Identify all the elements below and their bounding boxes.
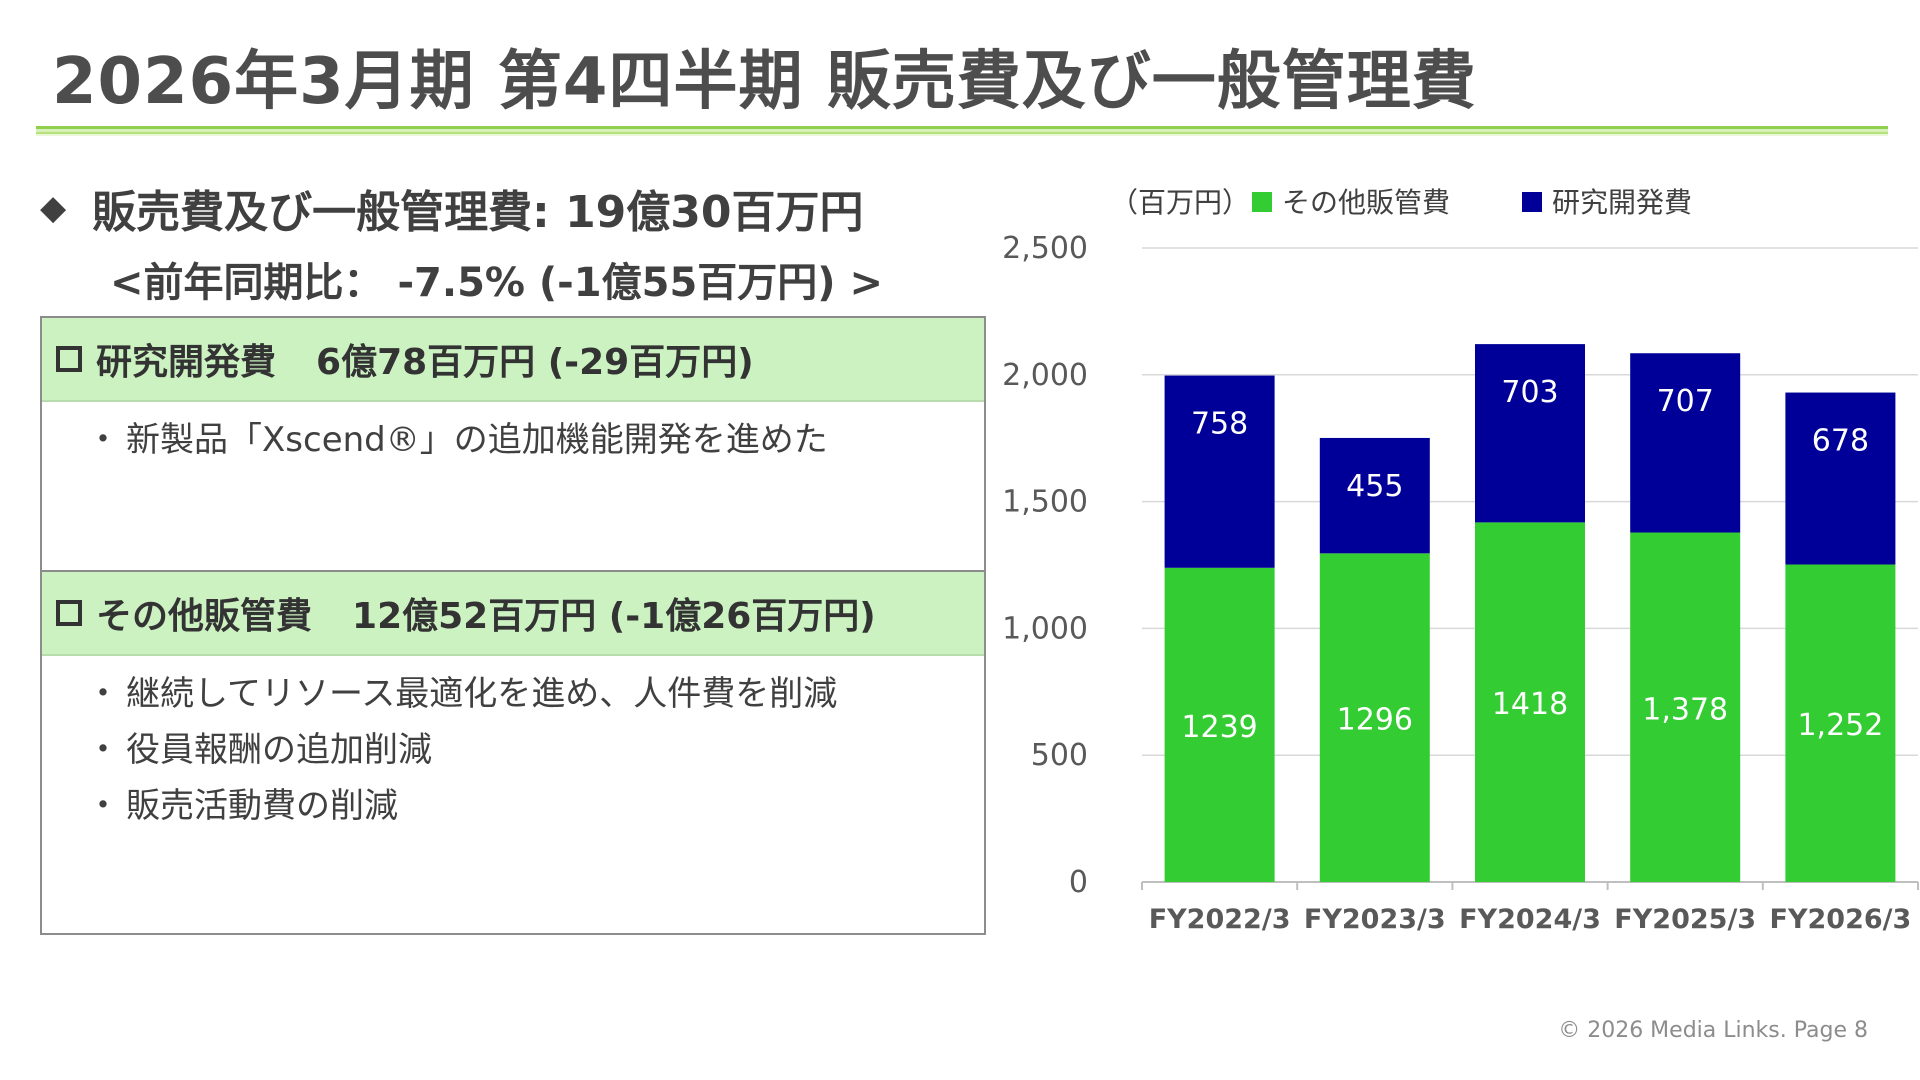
bar-segment bbox=[1475, 344, 1585, 523]
bar-segment bbox=[1164, 375, 1275, 568]
rnd-section-header: 研究開発費 6億78百万円 (-29百万円) bbox=[42, 318, 984, 402]
footer-copyright: © 2026 Media Links. Page 8 bbox=[1558, 1018, 1868, 1043]
bar-segment bbox=[1164, 567, 1275, 882]
data-label: 1,378 bbox=[1642, 692, 1728, 727]
rnd-section-label: 研究開発費 bbox=[96, 342, 277, 383]
data-label: 758 bbox=[1191, 407, 1248, 442]
diamond-icon: ◆ bbox=[40, 188, 67, 228]
bar-segment bbox=[1319, 437, 1430, 554]
unit-label: （百万円） bbox=[1110, 186, 1250, 219]
other-sga-section-header: その他販管費 12億52百万円 (-1億26百万円) bbox=[42, 572, 984, 656]
data-label: 455 bbox=[1346, 469, 1403, 504]
data-label: 1296 bbox=[1337, 703, 1413, 738]
y-tick-label: 0 bbox=[1069, 865, 1088, 900]
bar-segment bbox=[1630, 532, 1741, 882]
page-title: 2026年3月期 第4四半期 販売費及び一般管理費 bbox=[52, 45, 1477, 119]
legend-label: 研究開発費 bbox=[1552, 186, 1692, 219]
data-label: 707 bbox=[1657, 384, 1714, 419]
x-tick-label: FY2024/3 bbox=[1459, 904, 1601, 935]
bar-segment bbox=[1785, 392, 1896, 565]
legend-swatch bbox=[1252, 192, 1272, 212]
y-tick-label: 2,000 bbox=[1002, 358, 1088, 393]
data-label: 703 bbox=[1501, 375, 1558, 410]
square-bullet-icon bbox=[56, 346, 82, 372]
headline-line1: ◆ 販売費及び一般管理費: 19億30百万円 bbox=[40, 176, 990, 240]
x-tick-label: FY2025/3 bbox=[1614, 904, 1756, 935]
square-bullet-icon bbox=[56, 600, 82, 626]
list-item: ・新製品「Xscend®」の追加機能開発を進めた bbox=[86, 420, 828, 460]
other-sga-section-label: その他販管費 bbox=[96, 596, 313, 637]
y-tick-label: 1,000 bbox=[1002, 611, 1088, 646]
list-item: ・販売活動費の削減 bbox=[86, 786, 398, 826]
headline: ◆ 販売費及び一般管理費: 19億30百万円 <前年同期比： -7.5% (-1… bbox=[40, 176, 990, 308]
y-tick-label: 2,500 bbox=[1002, 231, 1088, 266]
x-tick-label: FY2023/3 bbox=[1304, 904, 1446, 935]
other-sga-section-body: ・継続してリソース最適化を進め、人件費を削減 ・役員報酬の追加削減 ・販売活動費… bbox=[42, 656, 984, 834]
other-sga-section: その他販管費 12億52百万円 (-1億26百万円) ・継続してリソース最適化を… bbox=[40, 570, 986, 935]
bar-segment bbox=[1319, 553, 1430, 882]
list-item: ・継続してリソース最適化を進め、人件費を削減 bbox=[86, 674, 838, 714]
bar-segment bbox=[1630, 353, 1741, 533]
y-tick-label: 500 bbox=[1031, 738, 1088, 773]
data-label: 678 bbox=[1812, 424, 1869, 459]
list-item: ・役員報酬の追加削減 bbox=[86, 730, 432, 770]
data-label: 1239 bbox=[1181, 710, 1257, 745]
title-divider bbox=[36, 126, 1888, 136]
bar-segment bbox=[1785, 564, 1896, 882]
headline-yoy: <前年同期比： -7.5% (-1億55百万円) > bbox=[110, 260, 884, 306]
data-label: 1418 bbox=[1492, 687, 1568, 722]
x-tick-label: FY2022/3 bbox=[1149, 904, 1291, 935]
rnd-section-amount: 6億78百万円 (-29百万円) bbox=[316, 342, 754, 383]
sga-stacked-bar-chart: 0 500 1,000 1,500 2,000 2,500 1239 758 FY2022/3 1… bbox=[1002, 186, 1919, 935]
headline-total: 販売費及び一般管理費: 19億30百万円 bbox=[92, 187, 864, 238]
other-sga-section-amount: 12億52百万円 (-1億26百万円) bbox=[352, 596, 876, 637]
y-tick-label: 1,500 bbox=[1002, 485, 1088, 520]
x-tick-label: FY2026/3 bbox=[1770, 904, 1912, 935]
data-label: 1,252 bbox=[1797, 708, 1883, 743]
rnd-section-body: ・新製品「Xscend®」の追加機能開発を進めた bbox=[42, 402, 984, 468]
legend-swatch bbox=[1522, 192, 1542, 212]
legend-label: その他販管費 bbox=[1282, 186, 1450, 219]
bar-segment bbox=[1475, 522, 1585, 882]
rnd-section: 研究開発費 6億78百万円 (-29百万円) ・新製品「Xscend®」の追加機… bbox=[40, 316, 986, 572]
